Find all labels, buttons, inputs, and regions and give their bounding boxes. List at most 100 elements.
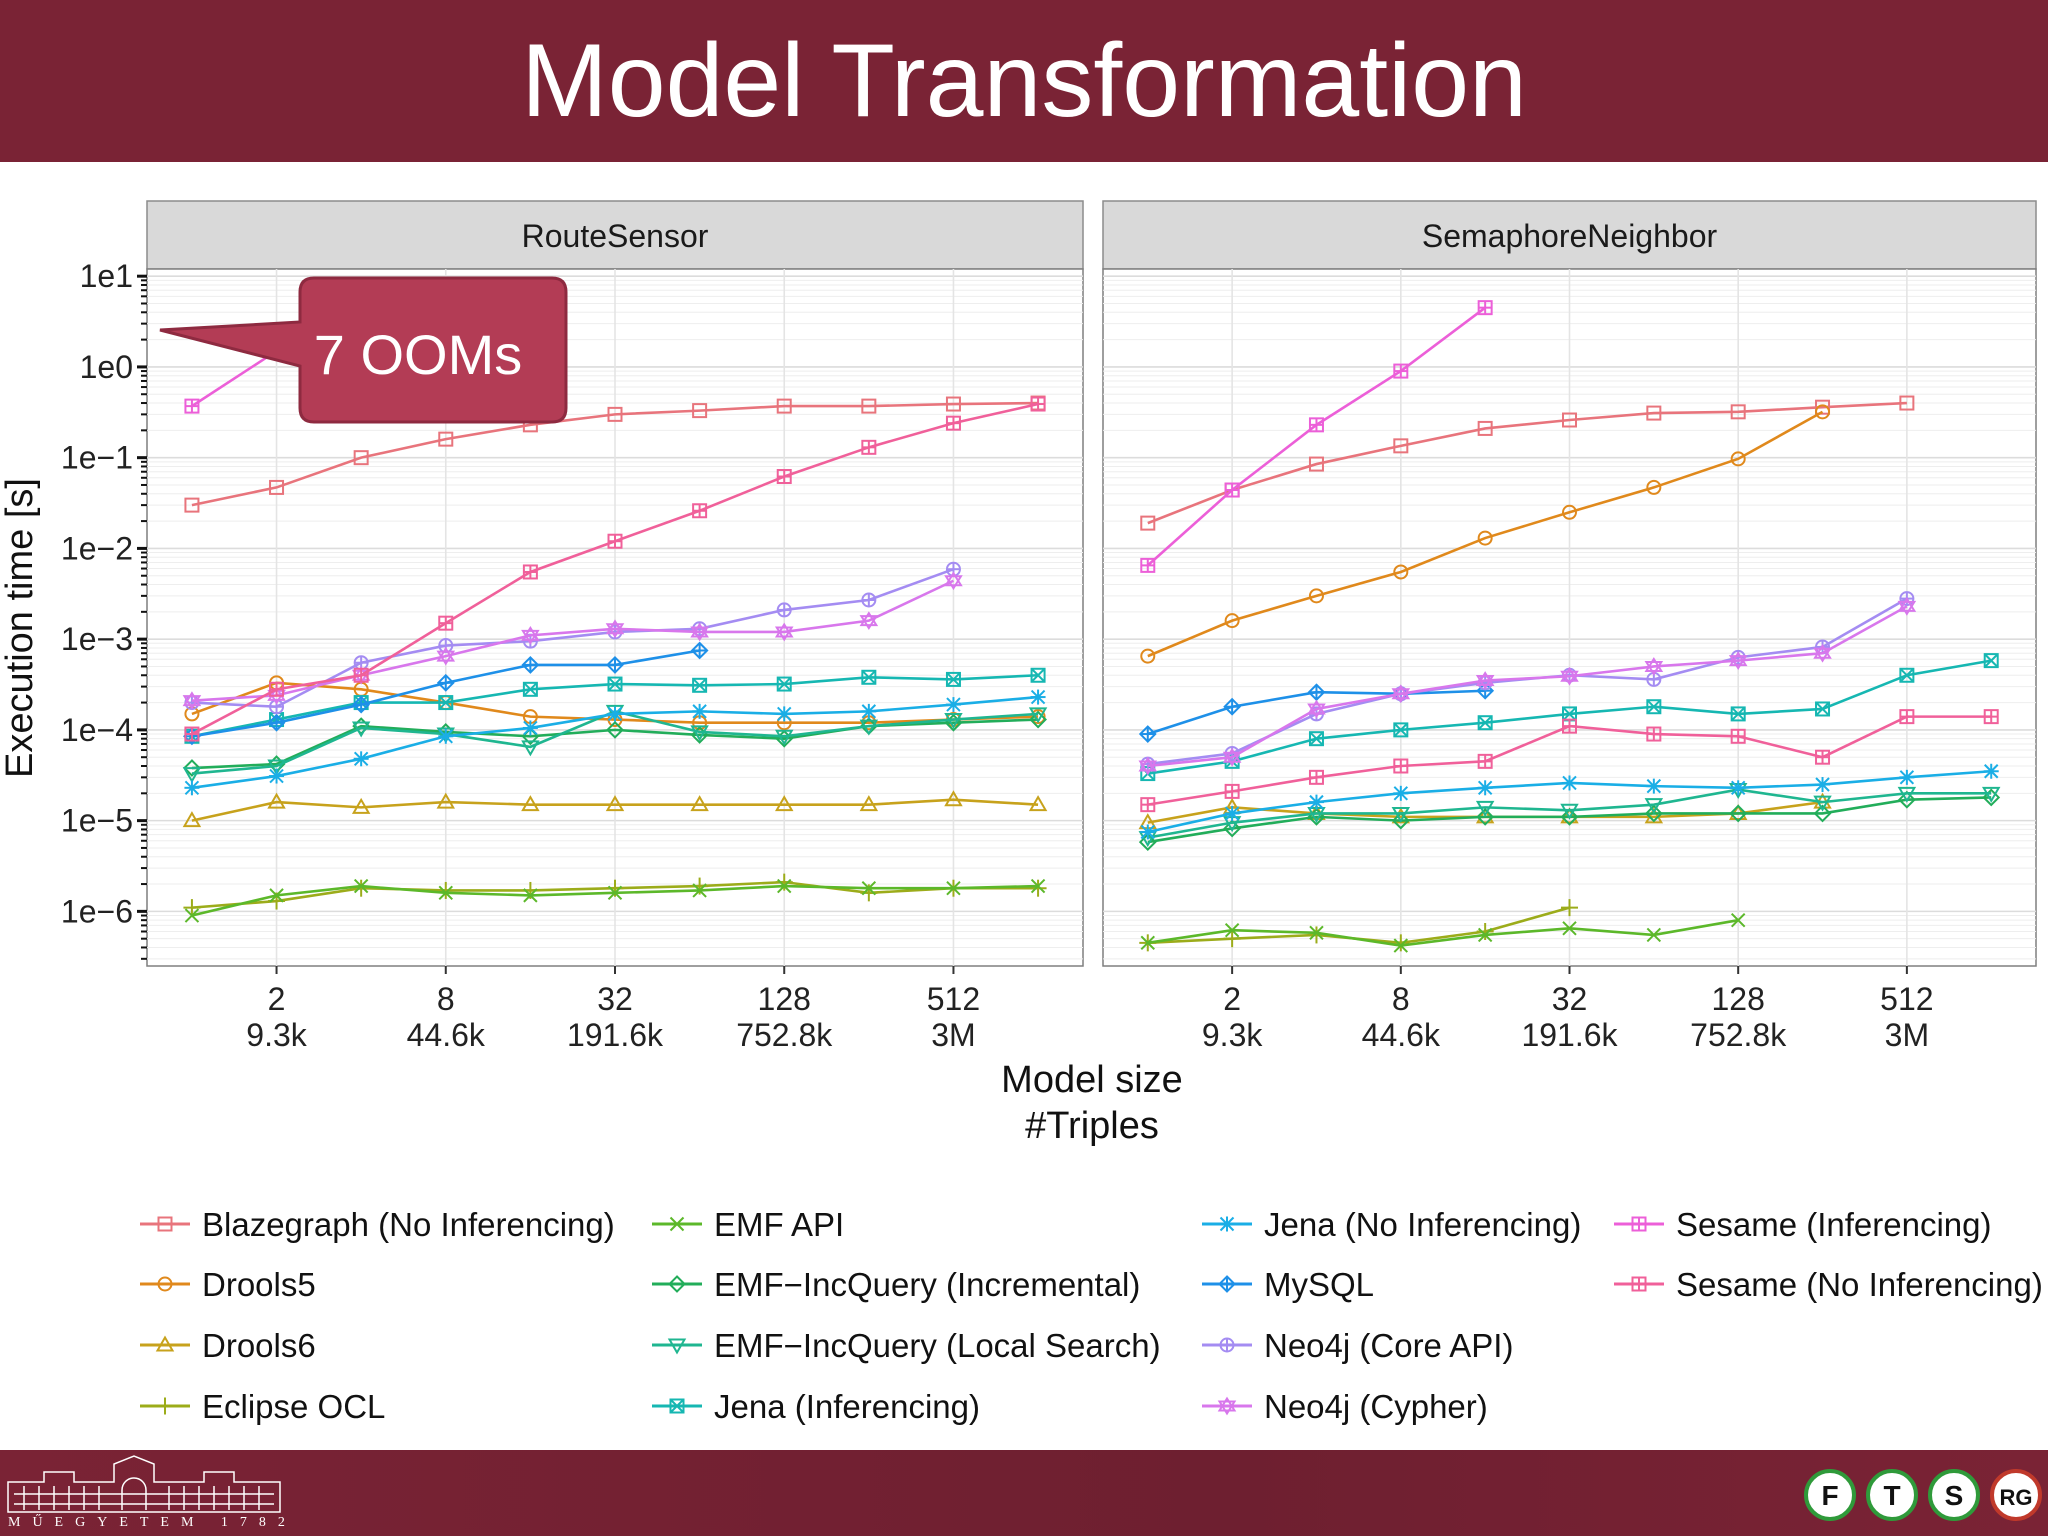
series-jena-no-inferencing- xyxy=(184,689,1046,796)
ftsrg-logo: F T S RG xyxy=(1804,1469,2042,1521)
data-point xyxy=(861,669,877,685)
legend-marker xyxy=(155,1335,175,1352)
logo-letter-f: F xyxy=(1804,1469,1856,1521)
data-point xyxy=(1393,438,1409,454)
data-point xyxy=(1308,456,1324,472)
data-point xyxy=(946,880,961,896)
data-point xyxy=(522,564,538,580)
data-point xyxy=(1308,588,1324,604)
legend-label: Eclipse OCL xyxy=(202,1388,385,1425)
data-point xyxy=(353,450,369,466)
data-point xyxy=(690,622,709,642)
data-point xyxy=(267,713,286,732)
data-point xyxy=(1140,515,1156,531)
series-line xyxy=(1147,788,1992,839)
data-point xyxy=(1393,363,1409,379)
data-point xyxy=(606,720,624,739)
legend-item: EMF−IncQuery (Local Search) xyxy=(652,1327,1161,1364)
slide-title: Model Transformation xyxy=(521,23,1527,139)
data-point xyxy=(522,720,538,736)
x-tick-sublabel: 44.6k xyxy=(407,1017,486,1053)
data-point xyxy=(1562,412,1577,428)
series-line xyxy=(1147,605,1908,768)
data-point xyxy=(1646,778,1662,794)
data-point xyxy=(1560,666,1579,686)
callout-shape xyxy=(159,276,568,424)
y-tick-label: 1e−5 xyxy=(61,803,133,839)
data-point xyxy=(1393,938,1409,953)
data-point xyxy=(1392,934,1410,952)
data-point xyxy=(1223,697,1242,716)
legend-item: Drools6 xyxy=(140,1327,316,1364)
series-sesame-no-inferencing- xyxy=(1140,709,1999,813)
data-point xyxy=(945,396,961,412)
data-point xyxy=(1477,530,1493,546)
data-point xyxy=(1981,786,2001,803)
data-point xyxy=(692,503,708,519)
data-point xyxy=(438,885,453,901)
y-axis-label: Execution time [s] xyxy=(0,478,41,778)
data-point xyxy=(1477,780,1493,796)
data-point xyxy=(944,713,963,730)
data-point xyxy=(777,878,792,894)
data-point xyxy=(521,656,540,674)
data-point xyxy=(1138,833,1157,852)
data-point xyxy=(944,790,963,807)
data-point xyxy=(1028,707,1048,724)
data-point xyxy=(861,703,877,719)
data-point xyxy=(269,479,285,495)
series-line xyxy=(191,349,278,408)
series-emf-api xyxy=(184,878,1046,923)
data-point xyxy=(1224,783,1240,799)
legend-item: EMF API xyxy=(652,1206,844,1243)
data-point xyxy=(1391,811,1410,830)
data-point xyxy=(182,691,202,711)
data-point xyxy=(1897,786,1917,803)
footer-bar xyxy=(0,1450,2048,1536)
legend-marker xyxy=(1219,1337,1235,1353)
x-tick-sublabel: 3M xyxy=(931,1017,975,1053)
data-point xyxy=(1224,805,1240,821)
y-tick-label: 1e1 xyxy=(80,258,133,294)
series-jena-no-inferencing- xyxy=(1140,763,1999,840)
y-tick-label: 1e−4 xyxy=(61,712,133,748)
data-point xyxy=(1393,564,1409,580)
data-point xyxy=(1983,709,1999,725)
data-point xyxy=(1644,804,1663,823)
series-line xyxy=(1147,918,1739,947)
legend-marker xyxy=(1631,1216,1647,1232)
data-point xyxy=(1815,749,1831,765)
data-point xyxy=(1224,613,1240,629)
data-point xyxy=(1644,657,1664,676)
y-tick-label: 1e−3 xyxy=(61,621,133,657)
data-point xyxy=(351,721,371,738)
data-point xyxy=(436,646,456,666)
data-point xyxy=(1476,922,1494,940)
data-point xyxy=(1897,596,1917,616)
data-point xyxy=(353,878,369,894)
data-point xyxy=(1029,710,1047,729)
legend-marker xyxy=(667,1338,687,1355)
data-point xyxy=(1813,643,1832,663)
data-point xyxy=(1477,927,1493,943)
data-point xyxy=(436,792,456,809)
x-tick-label: 32 xyxy=(597,981,633,1017)
x-tick-label: 512 xyxy=(1880,981,1933,1017)
data-point xyxy=(1646,927,1662,943)
data-point xyxy=(690,725,709,742)
data-point xyxy=(861,398,877,414)
y-axis: 1e1 1e0 1e−1 1e−2 1e−3 1e−4 1e−5 1e−6 xyxy=(61,258,147,960)
data-point xyxy=(1140,824,1156,840)
legend-label: Neo4j (Core API) xyxy=(1264,1327,1513,1364)
data-point xyxy=(1646,479,1662,495)
logo-letter-rg: RG xyxy=(1990,1469,2042,1521)
data-point xyxy=(1308,417,1324,433)
data-point xyxy=(1223,819,1242,838)
data-point xyxy=(776,676,792,692)
data-point xyxy=(522,681,538,697)
x-tick-label: 128 xyxy=(1711,981,1764,1017)
data-point xyxy=(607,706,623,722)
legend-marker xyxy=(1631,1276,1647,1292)
data-point xyxy=(353,667,369,683)
